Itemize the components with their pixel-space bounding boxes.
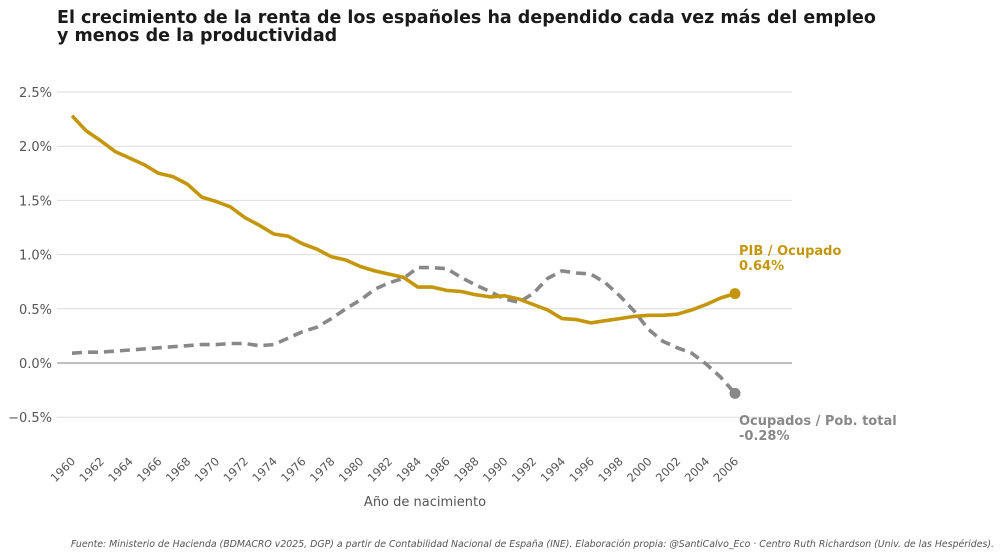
x-tick-label: 1972 <box>220 454 251 485</box>
x-tick-label: 1998 <box>595 454 626 485</box>
source-note: Fuente: Ministerio de Hacienda (BDMACRO … <box>70 539 994 550</box>
series-label: PIB / Ocupado <box>739 244 841 259</box>
x-tick-label: 1966 <box>134 454 165 485</box>
series-end-value: 0.64% <box>739 259 784 274</box>
x-tick-label: 1970 <box>192 454 223 485</box>
x-tick-label: 1996 <box>566 454 597 485</box>
series-line-pib-ocupado <box>70 114 736 325</box>
x-tick-label: 1992 <box>509 454 540 485</box>
x-tick-label: 1986 <box>422 454 453 485</box>
y-tick-label: −0.5% <box>8 411 52 426</box>
x-tick-label: 1984 <box>393 454 424 485</box>
y-axis: −0.5% 0.0% 0.5% 1.0% 1.5% 2.0% 2.5% <box>8 86 52 426</box>
end-point-pib-ocupado <box>729 288 741 300</box>
x-tick-label: 1976 <box>278 454 309 485</box>
x-tick-label: 2006 <box>711 454 742 485</box>
x-tick-label: 1980 <box>336 454 367 485</box>
x-tick-label: 1978 <box>307 454 338 485</box>
x-tick-label: 1968 <box>163 454 194 485</box>
x-tick-label: 2002 <box>653 454 684 485</box>
x-axis-label: Año de nacimiento <box>364 495 486 510</box>
x-tick-label: 1990 <box>480 454 511 485</box>
x-tick-label: 1960 <box>48 454 79 485</box>
y-tick-label: 2.5% <box>19 86 52 101</box>
series-end-value: -0.28% <box>739 429 790 444</box>
x-tick-label: 1962 <box>76 454 107 485</box>
y-tick-label: 2.0% <box>19 140 52 155</box>
y-tick-label: 0.5% <box>19 303 52 318</box>
x-tick-label: 1982 <box>365 454 396 485</box>
x-tick-label: 1988 <box>451 454 482 485</box>
chart-title: El crecimiento de la renta de los españo… <box>57 9 876 45</box>
x-tick-label: 1964 <box>105 454 136 485</box>
x-tick-label: 1974 <box>249 454 280 485</box>
chart-title-line-1: El crecimiento de la renta de los españo… <box>57 8 876 28</box>
end-point-ocupados-pob-total <box>729 387 741 399</box>
y-tick-label: 1.5% <box>19 194 52 209</box>
x-tick-label: 2004 <box>682 454 713 485</box>
series-label: Ocupados / Pob. total <box>739 414 897 429</box>
x-tick-label: 1994 <box>538 454 569 485</box>
chart-title-line-2: y menos de la productividad <box>57 26 338 46</box>
x-axis: 1960196219641966196819701972197419761978… <box>48 454 742 485</box>
y-tick-label: 0.0% <box>19 357 52 372</box>
y-tick-label: 1.0% <box>19 249 52 264</box>
x-tick-label: 2000 <box>624 454 655 485</box>
series-line-ocupados-pob-total <box>71 265 737 395</box>
series-group <box>70 114 741 399</box>
gridlines <box>57 91 792 418</box>
